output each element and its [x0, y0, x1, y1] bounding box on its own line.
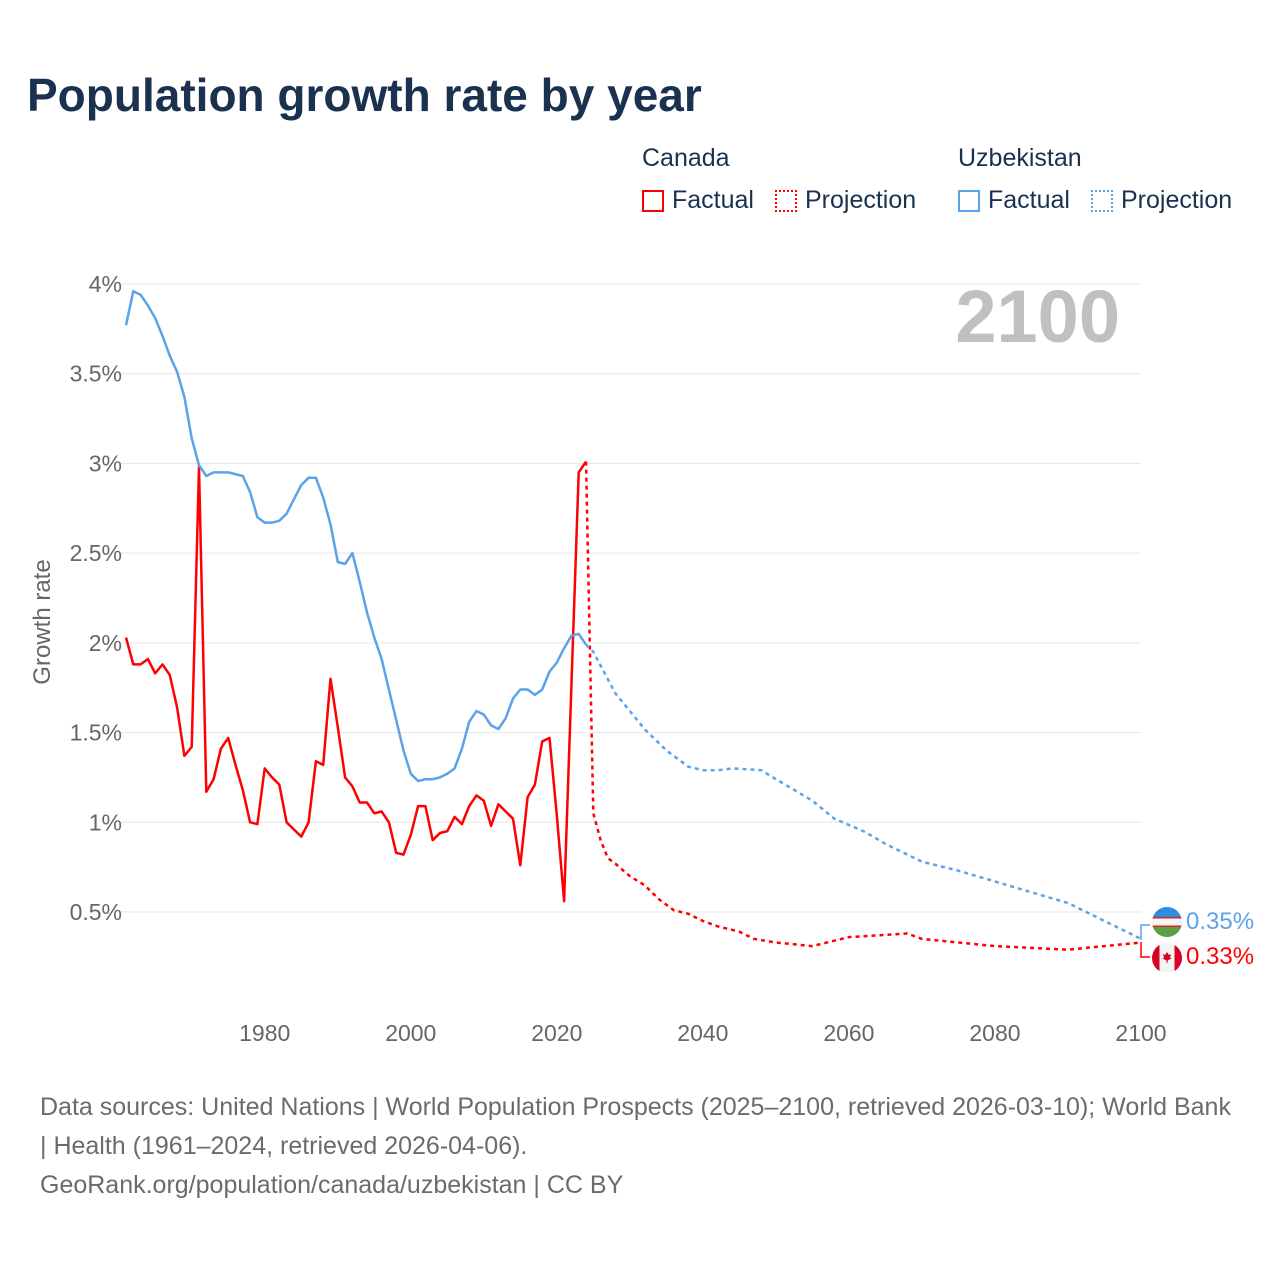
legend-item-canada-factual[interactable]: Factual — [642, 186, 754, 215]
x-tick-label: 2040 — [677, 1020, 728, 1046]
legend-item-uzbekistan-factual[interactable]: Factual — [958, 186, 1070, 215]
y-tick-label: 0.5% — [70, 899, 122, 925]
legend-label: Projection — [1121, 186, 1233, 214]
uzbekistan-projection-line — [585, 643, 1142, 941]
y-tick-label: 3.5% — [70, 361, 122, 387]
canada-connector — [1140, 942, 1150, 958]
y-tick-label: 1.5% — [70, 720, 122, 746]
uzbekistan-flag-icon — [1152, 907, 1182, 937]
year-overlay: 2100 — [955, 275, 1120, 358]
x-tick-label: 2000 — [385, 1020, 436, 1046]
uzbekistan-factual-line — [124, 289, 588, 783]
legend-swatch-dotted — [775, 189, 797, 212]
credit: GeoRank.org/population/canada/uzbekistan… — [40, 1171, 624, 1199]
x-axis-ticks: 1980 2000 2020 2040 2060 2080 2100 — [239, 1020, 1166, 1046]
canada-factual-line — [124, 460, 588, 903]
y-tick-label: 1% — [89, 809, 122, 835]
legend-label: Projection — [805, 186, 917, 214]
gridlines — [120, 283, 1141, 913]
legend-item-canada-projection[interactable]: Projection — [775, 186, 916, 215]
canada-flag-icon — [1152, 943, 1182, 973]
uzbekistan-end-value: 0.35% — [1186, 908, 1254, 935]
legend-item-uzbekistan-projection[interactable]: Projection — [1091, 186, 1232, 215]
line-chart: 2100 Growth rate 0.5% 1% 1.5% 2% 2.5% 3% 3.5% 4… — [29, 271, 1254, 1046]
legend-group-title: Canada — [642, 144, 730, 172]
uzbekistan-connector — [1140, 924, 1150, 940]
y-tick-label: 4% — [89, 271, 122, 297]
legend-swatch-solid — [642, 189, 664, 212]
legend-label: Factual — [988, 186, 1070, 214]
x-tick-label: 1980 — [239, 1020, 290, 1046]
end-labels: 0.35% 0.33% — [1140, 907, 1254, 973]
chart-title: Population growth rate by year — [27, 69, 702, 121]
series-lines — [124, 289, 1142, 951]
canada-projection-line — [584, 461, 1142, 951]
y-tick-label: 3% — [89, 450, 122, 476]
legend-swatch-solid — [958, 189, 980, 212]
y-tick-label: 2.5% — [70, 540, 122, 566]
footer: Data sources: United Nations | World Pop… — [40, 1088, 1240, 1205]
y-axis-ticks: 0.5% 1% 1.5% 2% 2.5% 3% 3.5% 4% — [70, 271, 122, 925]
legend-group-title: Uzbekistan — [958, 144, 1082, 172]
data-sources: Data sources: United Nations | World Pop… — [40, 1093, 1231, 1160]
y-tick-label: 2% — [89, 630, 122, 656]
y-axis-label: Growth rate — [29, 559, 56, 684]
x-tick-label: 2020 — [531, 1020, 582, 1046]
canada-end-value: 0.33% — [1186, 943, 1254, 970]
x-tick-label: 2060 — [823, 1020, 874, 1046]
legend-swatch-dotted — [1091, 189, 1113, 212]
legend-label: Factual — [672, 186, 754, 214]
x-tick-label: 2080 — [969, 1020, 1020, 1046]
x-tick-label: 2100 — [1115, 1020, 1166, 1046]
